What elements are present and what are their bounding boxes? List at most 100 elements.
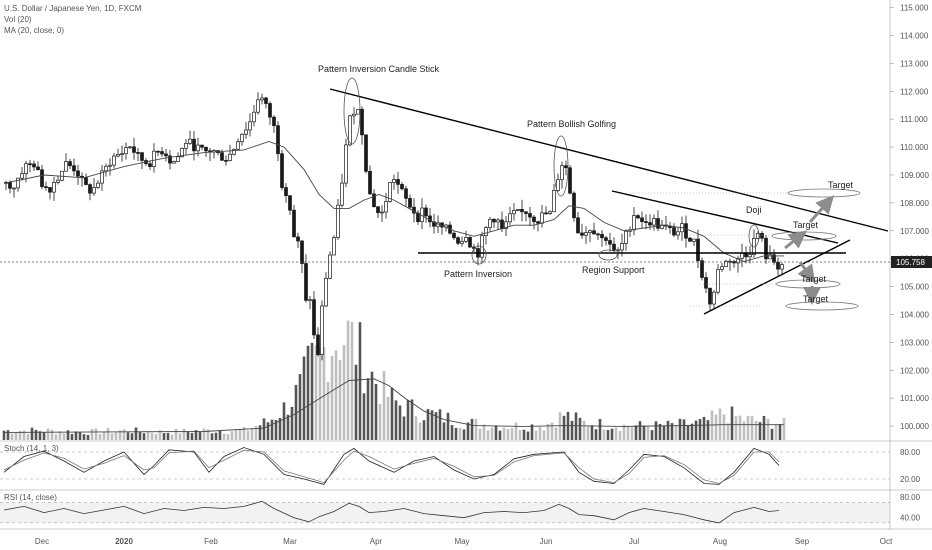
volume-bar bbox=[774, 424, 778, 440]
volume-bar bbox=[674, 425, 678, 440]
volume-bar bbox=[554, 427, 558, 440]
volume-bar bbox=[102, 431, 106, 440]
candle-body bbox=[160, 151, 164, 155]
candle-body bbox=[248, 121, 252, 131]
volume-bar bbox=[226, 434, 230, 440]
candle-body bbox=[352, 113, 356, 117]
candle-body bbox=[124, 147, 128, 155]
volume-bar bbox=[34, 429, 38, 440]
volume-bar bbox=[30, 427, 34, 440]
ascending-support-trendline[interactable] bbox=[703, 239, 851, 315]
doji-ellipse bbox=[748, 224, 760, 248]
volume-bar bbox=[666, 420, 670, 440]
candle-body bbox=[700, 260, 704, 278]
candle-body bbox=[608, 240, 612, 245]
annotation-layer: Pattern Inversion Candle Stick Pattern B… bbox=[0, 64, 890, 315]
volume-bar bbox=[106, 427, 110, 440]
volume-bar bbox=[282, 402, 286, 440]
volume-bar bbox=[358, 322, 362, 440]
candle-body bbox=[616, 249, 620, 252]
volume-bar bbox=[478, 428, 482, 440]
volume-bar bbox=[114, 431, 118, 440]
volume-bar bbox=[494, 425, 498, 440]
candle-body bbox=[704, 277, 708, 289]
candle-body bbox=[500, 219, 504, 230]
last-price-tag bbox=[891, 256, 932, 268]
volume-bar bbox=[266, 422, 270, 440]
candle-body bbox=[104, 165, 108, 172]
annotation-pattern-inversion: Pattern Inversion bbox=[444, 269, 512, 279]
volume-bar bbox=[506, 428, 510, 440]
volume-bar bbox=[238, 429, 242, 440]
rsi-line bbox=[3, 500, 780, 524]
descending-resistance-trendline[interactable] bbox=[329, 88, 889, 232]
x-tick-label: Apr bbox=[370, 537, 383, 546]
candle-body bbox=[696, 238, 700, 262]
pattern-inversion-candle-ellipse bbox=[343, 77, 361, 145]
candle-body bbox=[580, 232, 584, 236]
y-tick-label: 108.000 bbox=[900, 199, 929, 208]
x-tick-label: Mar bbox=[283, 537, 297, 546]
volume-bar bbox=[18, 430, 22, 440]
volume-bar bbox=[370, 371, 374, 440]
volume-bar bbox=[626, 426, 630, 440]
candle-body bbox=[364, 134, 368, 172]
volume-bar bbox=[122, 429, 126, 440]
candle-body bbox=[228, 153, 232, 161]
candle-body bbox=[676, 231, 680, 236]
y-tick-label: 100.000 bbox=[900, 422, 929, 431]
volume-bar bbox=[578, 417, 582, 440]
volume-bar bbox=[778, 424, 782, 440]
volume-bar bbox=[306, 345, 310, 440]
volume-bar bbox=[246, 430, 250, 440]
candle-body bbox=[100, 170, 104, 184]
candle-body bbox=[556, 179, 560, 191]
volume-bar bbox=[670, 423, 674, 440]
volume-bar bbox=[558, 412, 562, 440]
annotation-target: Target bbox=[803, 294, 829, 304]
volume-ma-line bbox=[3, 378, 784, 433]
target-up-arrow bbox=[784, 230, 808, 250]
candle-body bbox=[24, 163, 28, 174]
y-tick-label: 104.000 bbox=[900, 310, 929, 319]
candle-body bbox=[748, 254, 752, 258]
volume-bar bbox=[546, 423, 550, 440]
candle-body bbox=[132, 146, 136, 153]
rsi-band bbox=[0, 502, 890, 523]
y-tick-label: 103.000 bbox=[900, 338, 929, 347]
candle-body bbox=[588, 230, 592, 233]
volume-bar bbox=[498, 430, 502, 440]
x-tick-label: May bbox=[454, 537, 469, 546]
target-ellipse bbox=[785, 301, 859, 311]
volume-bar bbox=[518, 430, 522, 440]
candle-body bbox=[120, 153, 124, 156]
candle-body bbox=[276, 125, 280, 155]
volume-bar bbox=[730, 406, 734, 440]
candle-body bbox=[716, 269, 720, 293]
volume-bar bbox=[342, 345, 346, 440]
symbol-title: U.S. Dollar / Japanese Yen, 1D, FXCM bbox=[4, 4, 142, 13]
candle-body bbox=[244, 129, 248, 135]
volume-bar bbox=[606, 429, 610, 440]
candle-body bbox=[328, 254, 332, 279]
volume-bar bbox=[598, 419, 602, 440]
candle-body bbox=[584, 232, 588, 236]
volume-bar bbox=[746, 415, 750, 440]
volume-bar bbox=[486, 430, 490, 440]
x-tick-label: Oct bbox=[880, 537, 893, 546]
candle-body bbox=[688, 237, 692, 242]
price-candles bbox=[4, 92, 784, 361]
volume-bar bbox=[526, 431, 530, 440]
y-tick-label: 115.000 bbox=[900, 4, 929, 13]
candle-body bbox=[48, 187, 52, 193]
volume-histogram bbox=[2, 320, 786, 440]
volume-bar bbox=[126, 432, 130, 440]
volume-bar bbox=[766, 418, 770, 440]
volume-bar bbox=[310, 342, 314, 440]
oscillator-lines bbox=[3, 447, 780, 524]
annotation-target: Target bbox=[828, 180, 854, 190]
y-tick-label: 111.000 bbox=[900, 115, 928, 124]
candle-body bbox=[768, 254, 772, 260]
volume-bar bbox=[134, 427, 138, 440]
